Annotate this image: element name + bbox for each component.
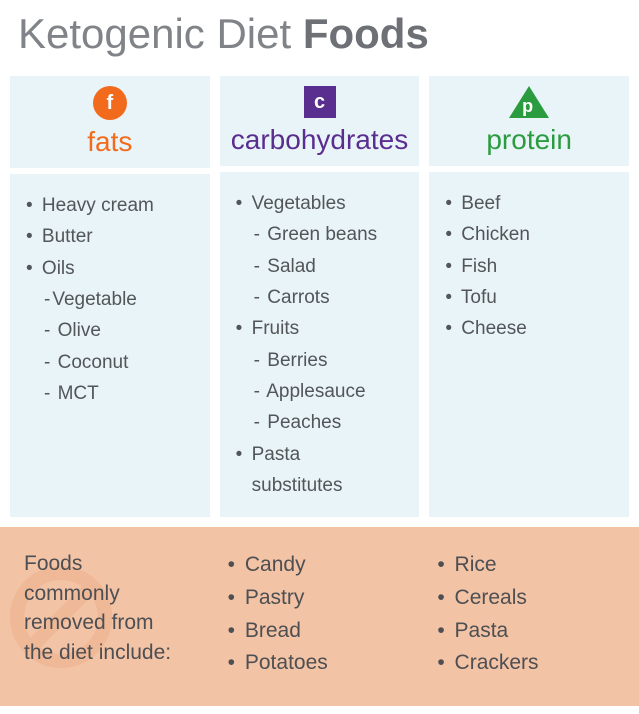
list-item: - Coconut	[26, 347, 200, 378]
list-item: - Carrots	[236, 282, 410, 313]
carbs-icon: c	[220, 86, 420, 118]
column-carbs: ccarbohydrates• Vegetables- Green beans-…	[220, 76, 420, 517]
removed-col-2: • Candy• Pastry• Bread• Potatoes	[220, 549, 420, 679]
column-header-protein: p protein	[429, 76, 629, 166]
column-body-carbs: • Vegetables- Green beans- Salad- Carrot…	[220, 172, 420, 517]
list-item: • Butter	[26, 221, 200, 252]
list-item: • Oils	[26, 253, 200, 284]
removed-item: • Rice	[429, 549, 629, 582]
list-item: • Chicken	[445, 219, 619, 250]
list-item: - Olive	[26, 315, 200, 346]
removed-label-col: Foodscommonlyremoved fromthe diet includ…	[10, 549, 210, 679]
removed-item: • Bread	[220, 615, 420, 648]
removed-item: • Pasta	[429, 615, 629, 648]
column-header-fats: f fats	[10, 76, 210, 168]
column-fats: f fats • Heavy cream• Butter• Oils-Vegetab…	[10, 76, 210, 517]
list-item: - MCT	[26, 378, 200, 409]
fats-icon: f	[10, 86, 210, 120]
list-item: - Peaches	[236, 407, 410, 438]
column-title-carbs: carbohydrates	[220, 124, 420, 156]
column-header-carbs: c carbohydrates	[220, 76, 420, 166]
list-item: • Cheese	[445, 313, 619, 344]
list-item: - Applesauce	[236, 376, 410, 407]
column-title-fats: fats	[10, 126, 210, 158]
list-item: • Fish	[445, 251, 619, 282]
column-body-protein: • Beef• Chicken• Fish• Tofu• Cheese	[429, 172, 629, 517]
removed-col-3: • Rice• Cereals• Pasta• Crackers	[429, 549, 629, 679]
removed-item: • Cereals	[429, 582, 629, 615]
main-title: Ketogenic Diet Foods	[0, 0, 639, 76]
list-item: substitutes	[236, 470, 410, 501]
removed-label-line: Foods	[10, 549, 210, 578]
column-body-fats: • Heavy cream• Butter• Oils-Vegetable- O…	[10, 174, 210, 517]
title-bold: Foods	[303, 10, 429, 57]
removed-item: • Pastry	[220, 582, 420, 615]
protein-icon: p	[429, 86, 629, 118]
columns-row: f fats • Heavy cream• Butter• Oils-Vegetab…	[0, 76, 639, 517]
list-item: • Pasta	[236, 439, 410, 470]
list-item: • Vegetables	[236, 188, 410, 219]
list-item: - Green beans	[236, 219, 410, 250]
infographic-container: Ketogenic Diet Foods ffats• Heavy cream•…	[0, 0, 639, 714]
removed-item: • Candy	[220, 549, 420, 582]
list-item: • Fruits	[236, 313, 410, 344]
title-light: Ketogenic Diet	[18, 10, 303, 57]
list-item: • Tofu	[445, 282, 619, 313]
removed-item: • Potatoes	[220, 647, 420, 680]
removed-label-line: the diet include:	[10, 638, 210, 667]
removed-foods-section: Foodscommonlyremoved fromthe diet includ…	[0, 527, 639, 705]
removed-item: • Crackers	[429, 647, 629, 680]
column-protein: p protein • Beef• Chicken• Fish• Tofu• Che…	[429, 76, 629, 517]
column-title-protein: protein	[429, 124, 629, 156]
list-item: - Salad	[236, 251, 410, 282]
removed-label-line: removed from	[10, 608, 210, 637]
list-item: - Berries	[236, 345, 410, 376]
list-item: -Vegetable	[26, 284, 200, 315]
list-item: • Heavy cream	[26, 190, 200, 221]
removed-label-line: commonly	[10, 579, 210, 608]
list-item: • Beef	[445, 188, 619, 219]
